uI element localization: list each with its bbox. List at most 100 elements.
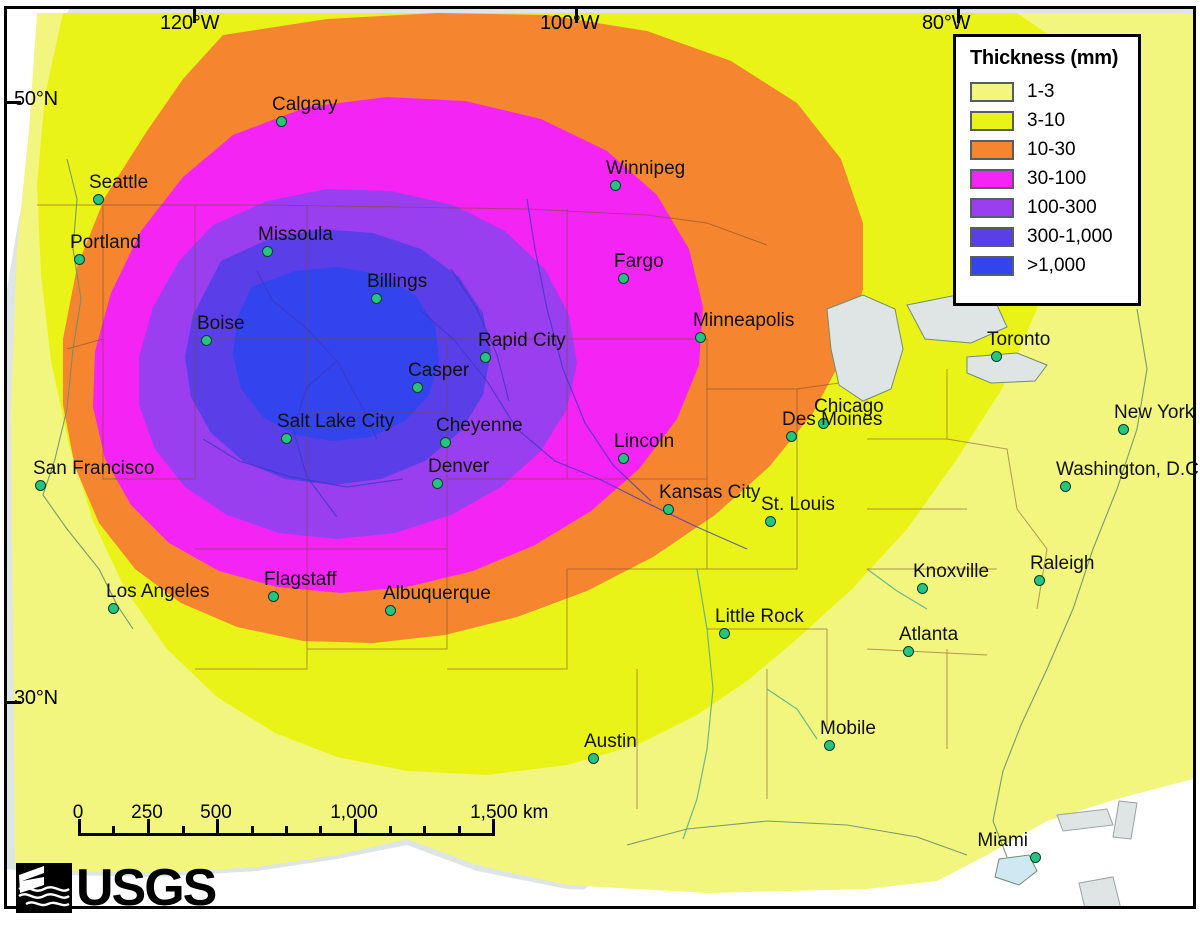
scale-tick-major bbox=[354, 819, 357, 836]
city-label: Toronto bbox=[987, 329, 1051, 350]
city-dot-icon bbox=[618, 273, 629, 284]
scale-tick-minor bbox=[285, 826, 288, 836]
map-frame bbox=[4, 6, 1196, 909]
city-dot-icon bbox=[432, 478, 443, 489]
city-dot-icon bbox=[663, 504, 674, 515]
graticule-tick-30n bbox=[7, 701, 21, 704]
city-label: Missoula bbox=[258, 224, 333, 245]
state-boundaries bbox=[37, 204, 1048, 809]
pacific-ocean bbox=[7, 9, 69, 289]
scale-tick-minor bbox=[250, 826, 254, 836]
map-svg bbox=[7, 9, 1193, 906]
legend-label: 30-100 bbox=[1027, 167, 1087, 189]
city-dot-icon bbox=[824, 740, 835, 751]
legend-rows: 1-3 3-10 10-30 30-100 100-300 300-1,000 >1,000 bbox=[956, 77, 1138, 280]
graticule-label-120w: 120°W bbox=[160, 12, 220, 34]
scale-tick-minor bbox=[388, 826, 392, 836]
graticule-label-100w: 100°W bbox=[540, 12, 600, 34]
legend-swatch bbox=[970, 197, 1014, 218]
city-dot-icon bbox=[991, 351, 1002, 362]
graticule-tick-120w bbox=[193, 9, 196, 23]
legend-swatch bbox=[970, 139, 1014, 160]
city-dot-icon bbox=[268, 591, 279, 602]
city-dot-icon bbox=[588, 753, 599, 764]
city-dot-icon bbox=[371, 293, 382, 304]
city-dot-icon bbox=[276, 116, 287, 127]
scale-tick-minor bbox=[181, 826, 185, 836]
legend-label: 100-300 bbox=[1027, 196, 1097, 218]
graticule-label-80w: 80°W bbox=[922, 12, 971, 34]
city-label: Washington, D.C. bbox=[1056, 459, 1200, 480]
legend-swatch bbox=[970, 255, 1014, 276]
city-dot-icon bbox=[440, 437, 451, 448]
city-label: Des Moines bbox=[782, 409, 883, 430]
city-label: Seattle bbox=[89, 172, 149, 193]
city-dot-icon bbox=[1060, 481, 1071, 492]
great-lakes bbox=[826, 294, 1048, 402]
city-label: St. Louis bbox=[761, 494, 835, 515]
city-dot-icon bbox=[93, 194, 104, 205]
city-dot-icon bbox=[385, 605, 396, 616]
city-label: Billings bbox=[367, 271, 428, 292]
legend-item: 3-10 bbox=[956, 106, 1138, 135]
legend-label: >1,000 bbox=[1027, 254, 1086, 276]
city-label: Salt Lake City bbox=[277, 411, 395, 432]
city-label: Kansas City bbox=[659, 482, 761, 503]
rivers bbox=[202, 198, 748, 550]
city-dot-icon bbox=[35, 480, 46, 491]
scale-number: 1,000 bbox=[330, 802, 378, 823]
legend-swatch bbox=[970, 168, 1014, 189]
city-label: Chicago bbox=[814, 396, 884, 417]
city-label: Portland bbox=[70, 232, 141, 253]
city-dot-icon bbox=[480, 352, 491, 363]
graticule-tick-80w bbox=[957, 9, 960, 23]
legend-title: Thickness (mm) bbox=[970, 47, 1119, 69]
graticule-label-50n: 50°N bbox=[14, 88, 58, 110]
city-label: Fargo bbox=[614, 251, 664, 272]
city-label: Miami bbox=[977, 830, 1028, 851]
city-label: Denver bbox=[428, 456, 490, 477]
scale-number: 1,500 km bbox=[470, 802, 549, 823]
scale-tick-minor bbox=[319, 826, 323, 836]
city-label: Flagstaff bbox=[264, 569, 337, 590]
legend-label: 3-10 bbox=[1027, 109, 1066, 131]
city-label: Boise bbox=[197, 313, 245, 334]
scale-tick-minor bbox=[112, 826, 116, 836]
city-dot-icon bbox=[281, 433, 292, 444]
map-canvas bbox=[7, 9, 1193, 906]
city-dot-icon bbox=[108, 603, 119, 614]
legend-label: 300-1,000 bbox=[1027, 225, 1113, 247]
city-label: Raleigh bbox=[1030, 553, 1095, 574]
scale-bar: 0 250 500 1,000 1,500 km bbox=[73, 802, 548, 852]
city-label: Casper bbox=[408, 360, 470, 381]
city-dot-icon bbox=[201, 335, 212, 346]
scale-tick-major bbox=[78, 819, 81, 836]
city-label: Lincoln bbox=[614, 431, 675, 452]
city-dot-icon bbox=[1030, 852, 1041, 863]
legend-item: 30-100 bbox=[956, 164, 1138, 193]
legend-item: 300-1,000 bbox=[956, 222, 1138, 251]
scale-tick-minor bbox=[422, 826, 426, 836]
city-dot-icon bbox=[765, 516, 776, 527]
city-label: Los Angeles bbox=[106, 581, 210, 602]
city-dot-icon bbox=[412, 382, 423, 393]
scale-number: 250 bbox=[131, 802, 163, 823]
city-label: Little Rock bbox=[715, 606, 804, 627]
city-label: Calgary bbox=[272, 94, 338, 115]
graticule-tick-50n bbox=[7, 101, 21, 104]
scale-number: 500 bbox=[200, 802, 232, 823]
legend-item: 1-3 bbox=[956, 77, 1138, 106]
legend-swatch bbox=[970, 81, 1014, 102]
city-dot-icon bbox=[818, 418, 829, 429]
city-label: Albuquerque bbox=[383, 583, 491, 604]
legend-label: 1-3 bbox=[1027, 80, 1055, 102]
city-dot-icon bbox=[262, 246, 273, 257]
scale-number: 0 bbox=[72, 802, 84, 823]
caribbean-islands bbox=[1056, 800, 1138, 906]
city-dot-icon bbox=[610, 180, 621, 191]
city-label: San Francisco bbox=[33, 458, 155, 479]
city-label: Atlanta bbox=[899, 624, 959, 645]
city-dot-icon bbox=[1118, 424, 1129, 435]
city-dot-icon bbox=[903, 646, 914, 657]
